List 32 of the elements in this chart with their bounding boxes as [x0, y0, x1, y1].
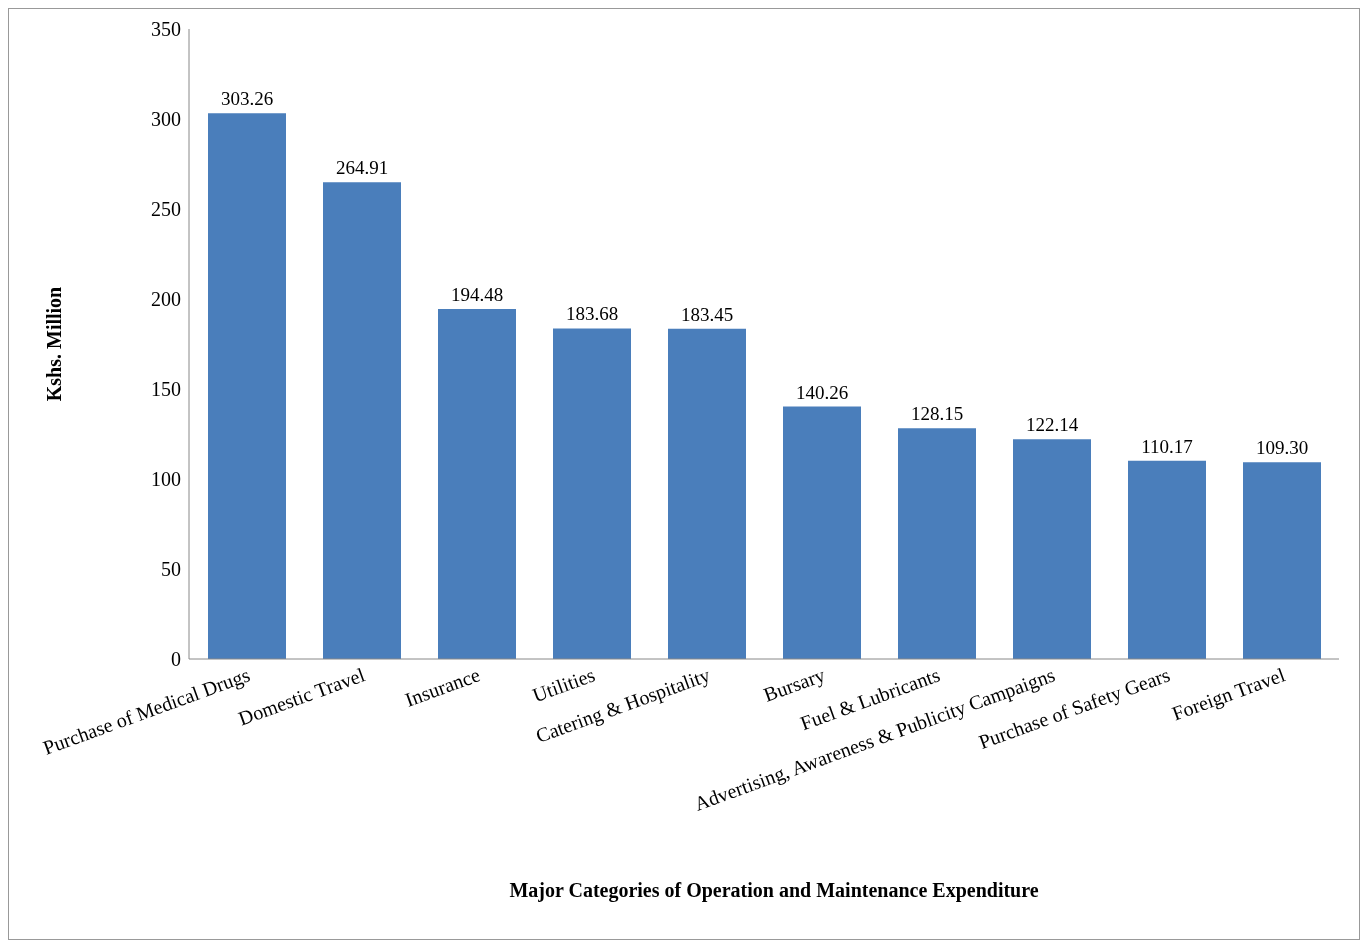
- y-tick-label: 200: [151, 288, 181, 311]
- y-tick-label: 250: [151, 198, 181, 221]
- y-axis-title: Kshs. Million: [43, 286, 66, 402]
- y-tick-label: 300: [151, 108, 181, 131]
- y-tick-label: 0: [171, 648, 181, 671]
- data-label: 183.45: [680, 303, 734, 325]
- y-tick-label: 350: [151, 18, 181, 41]
- bar: [1243, 462, 1321, 659]
- bar: [323, 182, 401, 659]
- data-label: 122.14: [1025, 414, 1079, 436]
- y-tick-label: 50: [161, 558, 181, 581]
- data-label: 140.26: [795, 381, 849, 403]
- x-tick-label: Utilities: [529, 663, 598, 707]
- data-label: 194.48: [450, 283, 504, 305]
- x-tick-label: Bursary: [760, 663, 829, 707]
- bar: [1128, 460, 1206, 659]
- bar: [208, 113, 286, 659]
- bar: [668, 328, 746, 659]
- bar: [898, 428, 976, 659]
- bar: [1013, 439, 1091, 659]
- bar: [553, 328, 631, 659]
- x-axis-title: Major Categories of Operation and Maintenance Expenditure: [508, 879, 1040, 902]
- bar: [438, 308, 516, 659]
- data-label: 109.30: [1255, 437, 1309, 459]
- data-label: 183.68: [565, 303, 619, 325]
- y-tick-label: 100: [151, 468, 181, 491]
- data-label: 128.15: [910, 403, 964, 425]
- bar: [783, 406, 861, 659]
- data-label: 264.91: [335, 157, 389, 179]
- y-tick-label: 150: [151, 378, 181, 401]
- data-label: 110.17: [1141, 435, 1193, 457]
- data-label: 303.26: [220, 88, 274, 110]
